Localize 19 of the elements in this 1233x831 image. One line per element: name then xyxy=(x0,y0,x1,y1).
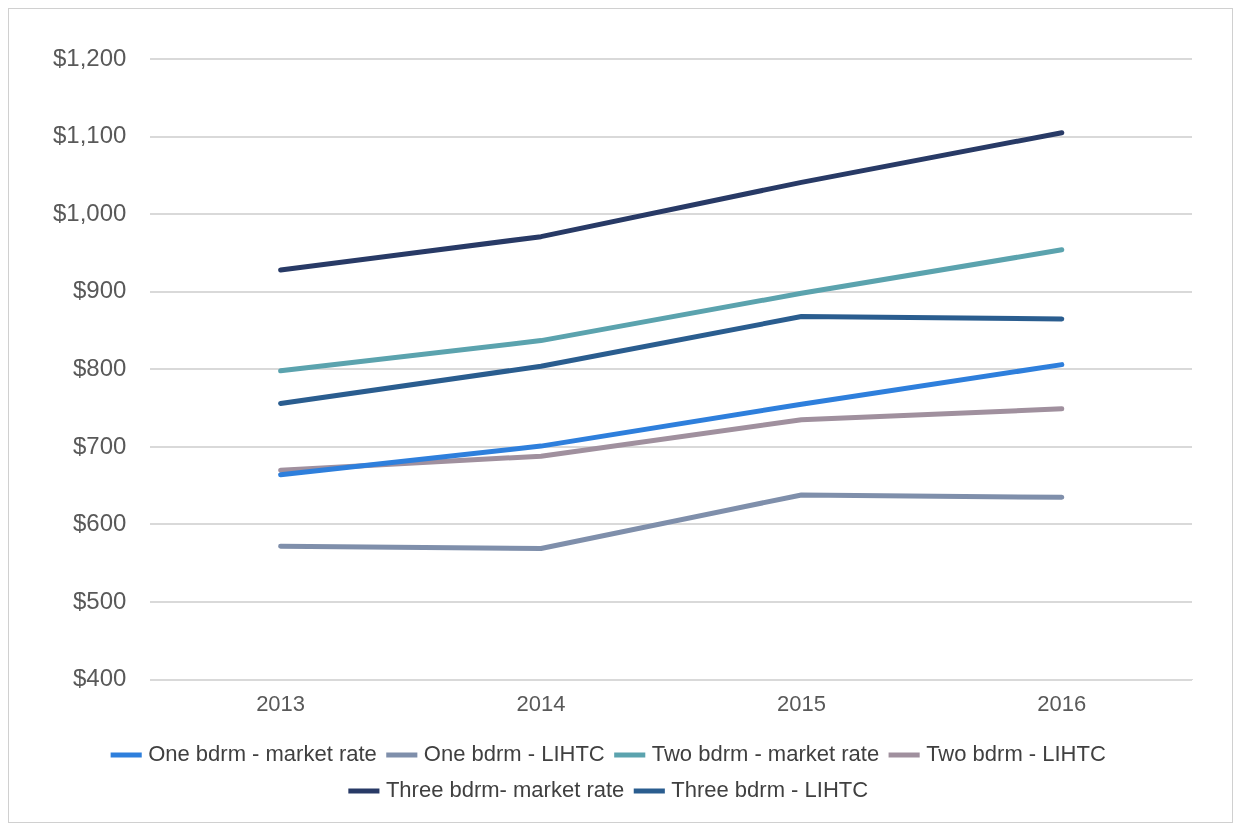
y-tick-label: $400 xyxy=(73,664,127,692)
legend-label: Three bdrm- market rate xyxy=(385,777,625,803)
x-tick-label: 2015 xyxy=(776,690,826,716)
x-tick-label: 2013 xyxy=(256,690,306,716)
x-tick-label: 2016 xyxy=(1037,690,1087,716)
y-tick-label: $1,100 xyxy=(53,121,127,149)
legend-label: Three bdrm - LIHTC xyxy=(671,777,869,803)
y-tick-label: $1,200 xyxy=(53,43,127,71)
legend-label: Two bdrm - LIHTC xyxy=(926,741,1106,767)
legend-label: One bdrm - LIHTC xyxy=(423,741,605,767)
y-tick-label: $800 xyxy=(73,353,127,381)
y-tick-label: $900 xyxy=(73,276,127,304)
x-tick-label: 2014 xyxy=(516,690,566,716)
legend-label: One bdrm - market rate xyxy=(148,741,377,767)
y-tick-label: $1,000 xyxy=(53,198,127,226)
legend-label: Two bdrm - market rate xyxy=(651,741,880,767)
y-tick-label: $500 xyxy=(73,586,127,614)
y-tick-label: $600 xyxy=(73,509,127,537)
y-tick-label: $700 xyxy=(73,431,127,459)
